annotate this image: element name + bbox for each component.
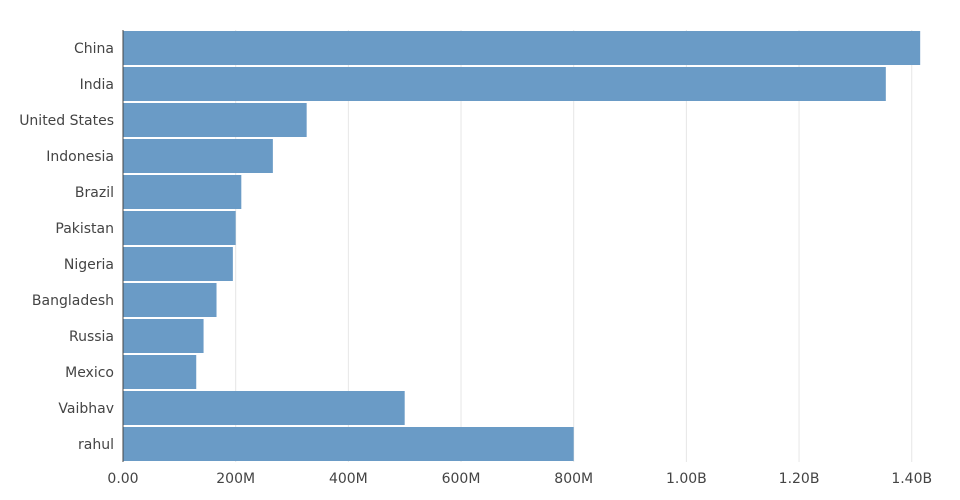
y-category-label: Brazil: [75, 185, 114, 201]
y-category-label: China: [74, 41, 114, 57]
y-category-label: rahul: [78, 437, 114, 453]
y-category-label: Pakistan: [55, 221, 114, 237]
y-category-label: Mexico: [65, 365, 114, 381]
bar[interactable]: [123, 319, 204, 353]
bar[interactable]: [123, 427, 574, 461]
y-category-label: India: [80, 77, 114, 93]
y-category-label: Indonesia: [46, 149, 114, 165]
bar-layer: [123, 31, 921, 461]
x-tick-label: 0.00: [107, 471, 138, 487]
y-category-label: Bangladesh: [32, 293, 114, 309]
bar[interactable]: [123, 31, 921, 65]
bar[interactable]: [123, 67, 886, 101]
y-category-label: United States: [19, 113, 114, 129]
x-tick-label: 800M: [554, 471, 593, 487]
y-category-label: Russia: [69, 329, 114, 345]
y-category-label: Nigeria: [64, 257, 114, 273]
label-layer: 0.00 200M 400M 600M 800M 1.00B 1.20B 1.40B China…: [19, 41, 932, 487]
grid-layer: [235, 30, 913, 462]
x-tick-label: 1.00B: [666, 471, 707, 487]
bar[interactable]: [123, 283, 217, 317]
y-category-label: Vaibhav: [58, 401, 114, 417]
bar[interactable]: [123, 391, 405, 425]
x-tick-label: 1.20B: [779, 471, 820, 487]
bar[interactable]: [123, 175, 242, 209]
x-tick-label: 400M: [329, 471, 368, 487]
bar[interactable]: [123, 139, 273, 173]
bar[interactable]: [123, 355, 197, 389]
bar[interactable]: [123, 247, 233, 281]
bar[interactable]: [123, 211, 236, 245]
x-tick-label: 600M: [442, 471, 481, 487]
x-tick-label: 200M: [216, 471, 255, 487]
x-tick-label: 1.40B: [891, 471, 932, 487]
bar[interactable]: [123, 103, 307, 137]
